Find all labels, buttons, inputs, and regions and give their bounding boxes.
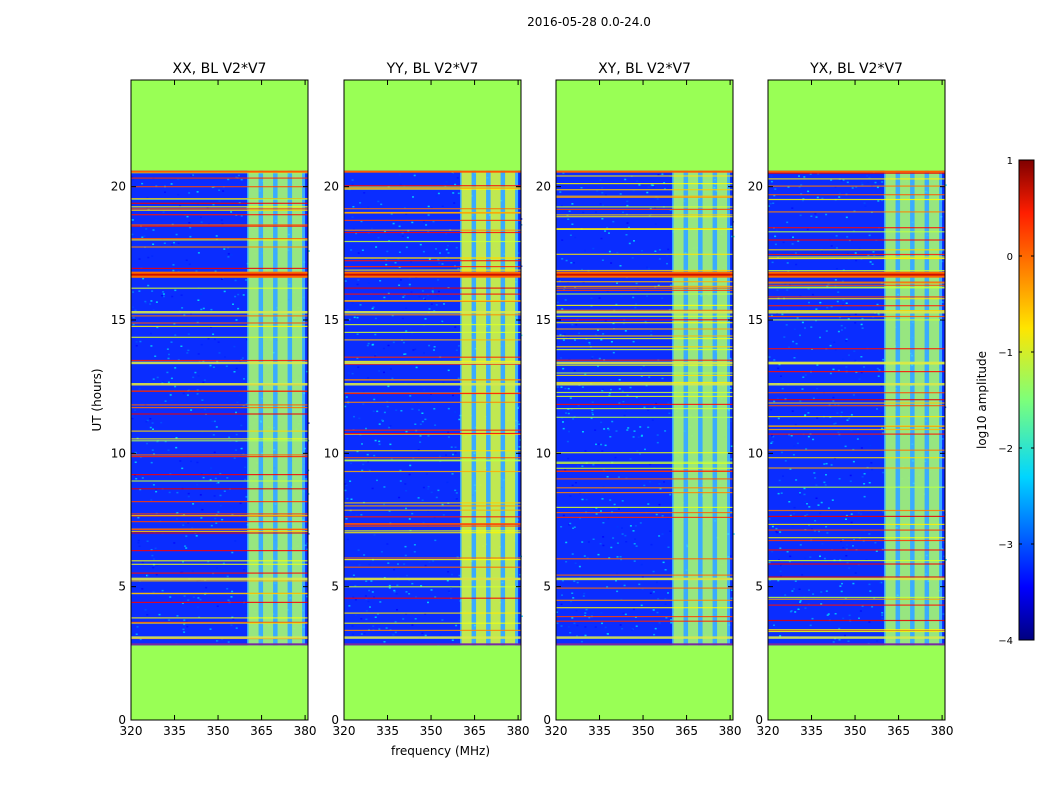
x-tick-label: 335	[588, 724, 611, 738]
x-tick-label: 380	[931, 724, 954, 738]
y-tick-label: 15	[111, 313, 126, 327]
x-tick-label: 350	[632, 724, 655, 738]
x-tick-label: 320	[757, 724, 780, 738]
y-tick-label: 15	[536, 313, 551, 327]
x-tick-label: 335	[800, 724, 823, 738]
x-axis-label: frequency (MHz)	[391, 744, 490, 758]
spectrogram-image	[556, 170, 735, 646]
y-tick-label: 20	[536, 180, 551, 194]
rfi-stripe	[900, 170, 911, 646]
x-tick-label: 335	[376, 724, 399, 738]
y-tick-label: 0	[331, 713, 339, 727]
spectrogram-image	[131, 170, 310, 646]
x-tick-label: 350	[207, 724, 230, 738]
colorbar-tick-label: 0	[1007, 252, 1013, 263]
panel-2: YY, BL V2*V7 320 335 350 365 380 0 5 10 15 20 frequ…	[324, 61, 530, 758]
panel-title: YY, BL V2*V7	[386, 61, 479, 77]
y-tick-label: 10	[111, 446, 126, 460]
y-tick-label: 15	[324, 313, 339, 327]
y-tick-label: 5	[543, 580, 551, 594]
colorbar-tick-label: −2	[998, 444, 1013, 455]
x-tick-label: 350	[844, 724, 867, 738]
panel-4: YX, BL V2*V7 320 335 350 365 380 0 5 10 15 20	[748, 61, 954, 738]
colorbar-tick-label: 1	[1007, 156, 1013, 167]
panel-frame	[343, 79, 522, 721]
y-tick-label: 5	[118, 580, 126, 594]
x-tick-label: 365	[463, 724, 486, 738]
y-tick-label: 20	[111, 180, 126, 194]
rfi-stripe	[929, 170, 940, 646]
panel-frame	[767, 79, 946, 721]
y-tick-label: 0	[543, 713, 551, 727]
rfi-stripe	[490, 170, 501, 646]
rfi-stripe	[914, 170, 925, 646]
y-tick-label: 10	[748, 446, 763, 460]
y-tick-label: 0	[118, 713, 126, 727]
x-tick-label: 335	[163, 724, 186, 738]
panel-1: XX, BL V2*V7 320 335 350 365 380 0 5 10 15 20 UT (h…	[90, 61, 317, 738]
rfi-stripe	[885, 170, 896, 646]
panel-title: YX, BL V2*V7	[809, 61, 903, 77]
y-tick-label: 0	[755, 713, 763, 727]
colorbar-tick-label: −3	[998, 540, 1013, 551]
figure-suptitle: 2016-05-28 0.0-24.0	[527, 15, 651, 29]
x-tick-label: 320	[333, 724, 356, 738]
x-tick-label: 365	[250, 724, 273, 738]
x-tick-label: 365	[887, 724, 910, 738]
rfi-stripe	[505, 170, 516, 646]
colorbar-tick-label: −4	[998, 636, 1013, 647]
x-tick-label: 320	[545, 724, 568, 738]
colorbar-label: log10 amplitude	[975, 351, 989, 449]
colorbar-tick-label: −1	[998, 348, 1013, 359]
colorbar-gradient	[1018, 159, 1035, 641]
panel-title: XX, BL V2*V7	[173, 61, 267, 77]
y-tick-label: 20	[748, 180, 763, 194]
y-tick-label: 15	[748, 313, 763, 327]
y-axis-label: UT (hours)	[90, 368, 104, 431]
panel-title: XY, BL V2*V7	[598, 61, 691, 77]
y-tick-label: 5	[755, 580, 763, 594]
spectrogram-image	[768, 170, 947, 646]
y-tick-label: 10	[324, 446, 339, 460]
y-tick-label: 20	[324, 180, 339, 194]
panel-frame	[555, 79, 734, 721]
spectrogram-image	[344, 170, 523, 646]
x-tick-label: 350	[420, 724, 443, 738]
x-tick-label: 320	[120, 724, 143, 738]
y-tick-label: 5	[331, 580, 339, 594]
panel-frame	[130, 79, 309, 721]
y-tick-label: 10	[536, 446, 551, 460]
panel-3: XY, BL V2*V7 320 335 350 365 380 0 5 10 15 20	[536, 61, 742, 738]
colorbar: 1 0 −1 −2 −3 −4 log10 amplitude	[975, 156, 1035, 647]
x-tick-label: 380	[507, 724, 530, 738]
rfi-stripe	[461, 170, 472, 646]
x-tick-label: 380	[719, 724, 742, 738]
rfi-stripe	[476, 170, 487, 646]
x-tick-label: 365	[675, 724, 698, 738]
x-tick-label: 380	[294, 724, 317, 738]
